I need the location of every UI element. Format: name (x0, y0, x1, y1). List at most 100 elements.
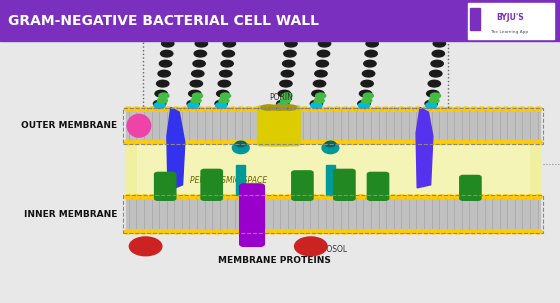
Circle shape (430, 140, 437, 145)
Circle shape (366, 230, 374, 234)
Circle shape (438, 230, 446, 234)
Circle shape (237, 195, 245, 199)
Circle shape (381, 140, 389, 145)
Circle shape (325, 195, 333, 199)
Circle shape (435, 20, 447, 27)
Circle shape (314, 98, 324, 103)
Circle shape (431, 93, 441, 98)
FancyBboxPatch shape (367, 172, 389, 200)
Circle shape (315, 70, 327, 77)
Circle shape (285, 140, 293, 145)
Circle shape (229, 107, 237, 111)
Circle shape (189, 140, 197, 145)
Circle shape (124, 230, 132, 234)
Circle shape (223, 40, 236, 47)
Circle shape (502, 230, 510, 234)
Circle shape (282, 93, 292, 98)
Circle shape (374, 140, 381, 145)
Circle shape (317, 140, 325, 145)
Circle shape (454, 195, 461, 199)
Circle shape (148, 107, 156, 111)
Circle shape (220, 70, 232, 77)
Circle shape (357, 195, 365, 199)
Circle shape (193, 93, 203, 98)
Circle shape (470, 107, 478, 111)
Circle shape (132, 230, 140, 234)
Circle shape (349, 230, 357, 234)
Circle shape (510, 195, 518, 199)
Circle shape (277, 230, 285, 234)
Circle shape (172, 107, 180, 111)
Circle shape (286, 30, 298, 37)
Circle shape (333, 140, 341, 145)
Circle shape (494, 195, 502, 199)
Circle shape (284, 50, 296, 57)
Circle shape (156, 230, 164, 234)
Circle shape (309, 230, 317, 234)
Circle shape (190, 80, 203, 87)
Circle shape (180, 140, 188, 145)
Circle shape (141, 140, 148, 145)
Circle shape (156, 107, 164, 111)
Circle shape (398, 107, 405, 111)
Bar (123, 108, 543, 144)
Circle shape (148, 140, 156, 145)
Circle shape (253, 140, 261, 145)
Circle shape (502, 140, 510, 145)
Circle shape (180, 195, 188, 199)
Circle shape (285, 195, 293, 199)
Circle shape (367, 20, 380, 27)
Circle shape (293, 107, 301, 111)
Circle shape (180, 107, 188, 111)
Circle shape (269, 230, 277, 234)
Circle shape (188, 102, 199, 108)
Circle shape (374, 195, 381, 199)
Circle shape (381, 107, 389, 111)
Circle shape (309, 107, 317, 111)
Circle shape (197, 107, 204, 111)
FancyBboxPatch shape (258, 106, 280, 146)
Circle shape (162, 40, 174, 47)
Circle shape (360, 90, 372, 97)
Circle shape (197, 20, 209, 27)
Circle shape (349, 195, 357, 199)
Circle shape (141, 195, 148, 199)
Text: GRAM-NEGATIVE BACTERIAL CELL WALL: GRAM-NEGATIVE BACTERIAL CELL WALL (8, 14, 319, 28)
Circle shape (518, 107, 526, 111)
Circle shape (132, 195, 140, 199)
Circle shape (216, 102, 227, 108)
Ellipse shape (236, 141, 246, 147)
Bar (468, 3, 554, 39)
Circle shape (398, 230, 405, 234)
Circle shape (430, 107, 437, 111)
Circle shape (317, 230, 325, 234)
Circle shape (172, 230, 180, 234)
Circle shape (195, 40, 208, 47)
Circle shape (325, 230, 333, 234)
Circle shape (278, 90, 291, 97)
Circle shape (446, 195, 454, 199)
Circle shape (526, 195, 534, 199)
Circle shape (362, 70, 375, 77)
Circle shape (193, 60, 206, 67)
Circle shape (301, 107, 309, 111)
Ellipse shape (281, 105, 297, 110)
Circle shape (364, 60, 376, 67)
Circle shape (158, 70, 170, 77)
Circle shape (434, 30, 446, 37)
Ellipse shape (261, 105, 277, 110)
Circle shape (124, 195, 132, 199)
Circle shape (148, 195, 156, 199)
Circle shape (526, 107, 534, 111)
Circle shape (269, 195, 277, 199)
Circle shape (494, 140, 502, 145)
Text: The Learning App: The Learning App (491, 30, 529, 34)
Circle shape (374, 107, 381, 111)
Circle shape (269, 140, 277, 145)
Circle shape (470, 140, 478, 145)
Circle shape (222, 50, 235, 57)
Circle shape (333, 195, 341, 199)
Polygon shape (167, 108, 185, 191)
Circle shape (253, 230, 261, 234)
Bar (137, 145, 529, 194)
